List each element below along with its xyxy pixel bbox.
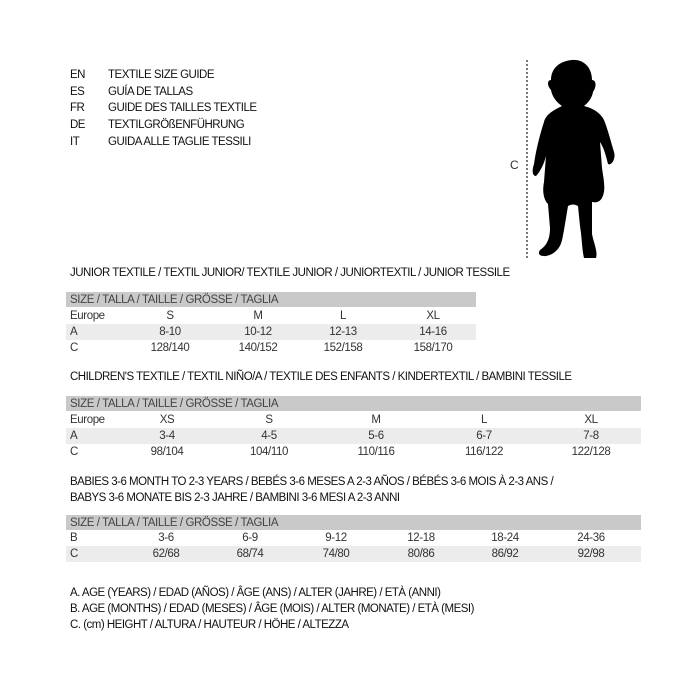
row-label: A: [70, 430, 78, 442]
row-label: C: [70, 342, 78, 354]
table-cell: L: [340, 310, 346, 322]
table-cell: 158/170: [413, 342, 453, 354]
table-cell: XS: [159, 414, 175, 426]
table-cell: 4-5: [261, 430, 277, 442]
table-cell: 6-9: [242, 532, 258, 544]
babies-section-title-line1: BABIES 3-6 MONTH TO 2-3 YEARS / BEBÉS 3-…: [70, 476, 554, 488]
children-section-title: CHILDREN'S TEXTILE / TEXTIL NIÑO/A / TEX…: [70, 371, 572, 383]
table-cell: 6-7: [476, 430, 492, 442]
table-cell: 7-8: [583, 430, 599, 442]
lang-title-de: TEXTILGRÖßENFÜHRUNG: [108, 119, 245, 131]
table-cell: 116/122: [465, 446, 503, 458]
lang-title-es: GUÍA DE TALLAS: [108, 86, 193, 98]
table-cell: 152/158: [323, 342, 363, 354]
table-cell: 140/152: [238, 342, 278, 354]
lang-code-en: EN: [70, 69, 85, 81]
table-cell: 14-16: [419, 326, 447, 338]
legend-b: B. AGE (MONTHS) / EDAD (MESES) / ÂGE (MO…: [70, 603, 474, 615]
row-label: A: [70, 326, 78, 338]
table-cell: M: [253, 310, 263, 322]
table-cell: L: [481, 414, 487, 426]
table-cell: XL: [426, 310, 440, 322]
table-cell: 12-13: [329, 326, 357, 338]
table-cell: 3-6: [158, 532, 174, 544]
lang-title-it: GUIDA ALLE TAGLIE TESSILI: [108, 136, 251, 148]
height-measure-line: [526, 60, 528, 258]
table-cell: 80/86: [407, 548, 435, 560]
table-cell: 128/140: [150, 342, 190, 354]
table-cell: 18-24: [491, 532, 519, 544]
babies-section-title-line2: BABYS 3-6 MONATE BIS 2-3 JAHRE / BAMBINI…: [70, 492, 400, 504]
table-row: Europe S M L XL: [66, 308, 476, 324]
table-row: C 128/140 140/152 152/158 158/170: [66, 340, 476, 356]
table-row: A 3-4 4-5 5-6 6-7 7-8: [66, 428, 641, 444]
table-row: B 3-6 6-9 9-12 12-18 18-24 24-36: [66, 530, 641, 546]
table-cell: 104/110: [250, 446, 288, 458]
row-label: Europe: [70, 310, 105, 322]
table-cell: 86/92: [491, 548, 519, 560]
junior-section-title: JUNIOR TEXTILE / TEXTIL JUNIOR/ TEXTILE …: [70, 267, 510, 279]
child-silhouette-icon: [532, 59, 615, 258]
table-cell: 68/74: [236, 548, 264, 560]
lang-code-es: ES: [70, 86, 85, 98]
table-row: C 98/104 104/110 110/116 116/122 122/128: [66, 444, 641, 460]
header-label: SIZE / TALLA / TAILLE / GRÖSSE / TAGLIA: [70, 294, 279, 306]
lang-title-fr: GUIDE DES TAILLES TEXTILE: [108, 102, 257, 114]
legend-a: A. AGE (YEARS) / EDAD (AÑOS) / ÂGE (ANS)…: [70, 587, 441, 599]
table-cell: 98/104: [150, 446, 184, 458]
table-cell: 92/98: [577, 548, 605, 560]
table-cell: 24-36: [577, 532, 605, 544]
table-cell: S: [166, 310, 174, 322]
table-cell: 12-18: [407, 532, 435, 544]
table-cell: 122/128: [571, 446, 611, 458]
table-cell: 9-12: [325, 532, 347, 544]
row-label: B: [70, 532, 78, 544]
babies-table-header: SIZE / TALLA / TAILLE / GRÖSSE / TAGLIA: [66, 515, 641, 530]
row-label: C: [70, 446, 78, 458]
table-cell: 110/116: [357, 446, 395, 458]
table-cell: 5-6: [368, 430, 384, 442]
lang-title-en: TEXTILE SIZE GUIDE: [108, 69, 215, 81]
legend-c: C. (cm) HEIGHT / ALTURA / HAUTEUR / HÖHE…: [70, 619, 349, 631]
table-row: C 62/68 68/74 74/80 80/86 86/92 92/98: [66, 546, 641, 562]
lang-code-de: DE: [70, 119, 85, 131]
table-row: Europe XS S M L XL: [66, 412, 641, 428]
row-label: C: [70, 548, 78, 560]
table-cell: XL: [584, 414, 598, 426]
table-row: A 8-10 10-12 12-13 14-16: [66, 324, 476, 340]
table-cell: 10-12: [244, 326, 272, 338]
table-cell: M: [371, 414, 381, 426]
table-cell: S: [265, 414, 273, 426]
junior-table-header: SIZE / TALLA / TAILLE / GRÖSSE / TAGLIA: [66, 292, 476, 307]
children-table-header: SIZE / TALLA / TAILLE / GRÖSSE / TAGLIA: [66, 396, 641, 411]
table-cell: 62/68: [152, 548, 180, 560]
table-cell: 3-4: [159, 430, 175, 442]
table-cell: 8-10: [159, 326, 181, 338]
lang-code-fr: FR: [70, 102, 85, 114]
lang-code-it: IT: [70, 136, 80, 148]
table-cell: 74/80: [322, 548, 350, 560]
header-label: SIZE / TALLA / TAILLE / GRÖSSE / TAGLIA: [70, 517, 279, 529]
height-label: C: [510, 158, 519, 172]
row-label: Europe: [70, 414, 105, 426]
header-label: SIZE / TALLA / TAILLE / GRÖSSE / TAGLIA: [70, 398, 279, 410]
